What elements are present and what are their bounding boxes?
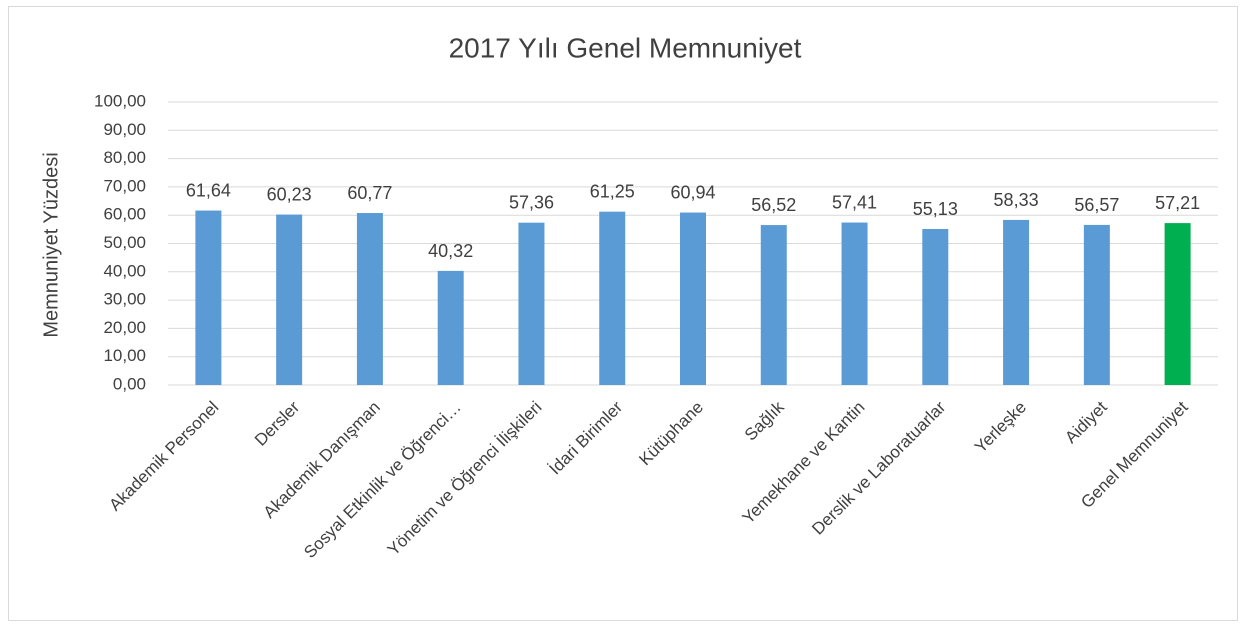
y-tick-label: 40,00 [103, 261, 146, 280]
y-tick-label: 50,00 [103, 233, 146, 252]
value-label: 57,36 [509, 193, 554, 213]
bar [276, 214, 303, 385]
bar [437, 270, 464, 385]
y-tick-label: 30,00 [103, 290, 146, 309]
bar [599, 211, 626, 385]
value-label: 61,64 [186, 181, 231, 201]
y-tick-label: 0,00 [113, 374, 146, 393]
value-label: 58,33 [994, 190, 1039, 210]
value-label: 40,32 [428, 241, 473, 261]
y-tick-label: 10,00 [103, 346, 146, 365]
bar [518, 222, 545, 385]
bar [922, 228, 949, 385]
value-label: 61,25 [590, 182, 635, 202]
y-tick-label: 60,00 [103, 205, 146, 224]
value-label: 56,52 [751, 195, 796, 215]
bar [841, 222, 868, 385]
value-label: 56,57 [1074, 195, 1119, 215]
bar [356, 213, 383, 385]
bar [195, 210, 222, 385]
value-label: 57,21 [1155, 193, 1200, 213]
y-tick-label: 80,00 [103, 148, 146, 167]
value-label: 57,41 [832, 193, 877, 213]
value-label: 60,23 [267, 185, 312, 205]
chart-title: 2017 Yılı Genel Memnuniyet [449, 32, 802, 63]
value-label: 60,77 [347, 183, 392, 203]
y-axis-label: Memnuniyet Yüzdesi [40, 152, 62, 337]
y-tick-label: 100,00 [94, 91, 146, 110]
bar [1083, 224, 1110, 385]
y-tick-label: 70,00 [103, 176, 146, 195]
bar [680, 212, 706, 385]
bar [1003, 219, 1030, 385]
y-tick-label: 90,00 [103, 120, 146, 139]
value-label: 60,94 [670, 183, 715, 203]
bar [760, 225, 787, 385]
value-label: 55,13 [913, 199, 958, 219]
bar [1164, 223, 1191, 385]
y-tick-label: 20,00 [103, 318, 146, 337]
